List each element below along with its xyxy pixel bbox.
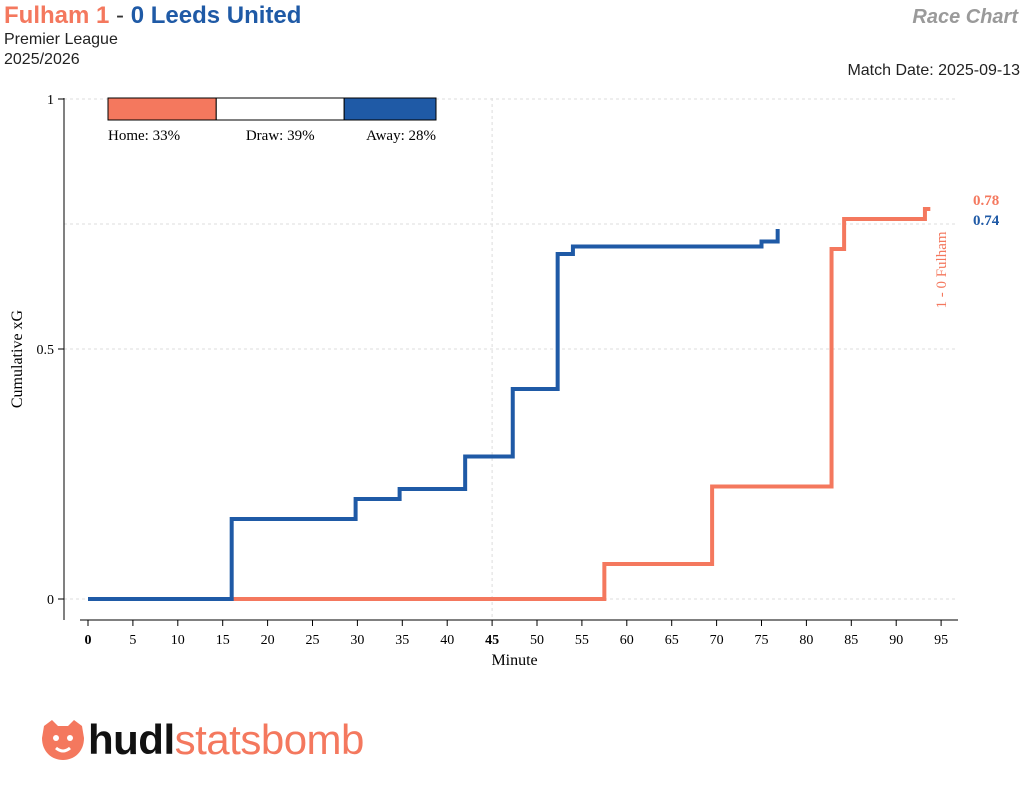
x-tick-label: 35 xyxy=(395,633,409,648)
y-tick-label: 1 xyxy=(47,93,54,108)
series-line-home xyxy=(88,207,931,601)
away-score: 0 xyxy=(130,2,145,29)
y-tick-label: 0.5 xyxy=(37,343,55,358)
series-line-away xyxy=(88,229,780,601)
season-label: 2025/2026 xyxy=(4,51,80,68)
hudl-statsbomb-logo: hudlstatsbomb xyxy=(38,712,364,768)
x-tick-label: 95 xyxy=(934,633,948,648)
x-tick-label: 50 xyxy=(530,633,544,648)
away-probability-segment xyxy=(343,97,437,121)
series-layer xyxy=(88,207,931,601)
x-tick-label: 10 xyxy=(171,633,185,648)
score-separator: - xyxy=(116,2,125,29)
draw-probability-label: Draw: 39% xyxy=(246,128,315,144)
x-tick-label: 30 xyxy=(350,633,364,648)
home-probability-label: Home: 33% xyxy=(108,128,180,144)
away-team-name: Leeds United xyxy=(150,2,302,29)
race-chart: 0 0.5 1 Cumulative xG 0 5 10 15 20 25 30 35 40 45 50 55… xyxy=(9,93,1000,669)
label-layer: 0.78 0.74 1 - 0 Fulham xyxy=(934,193,1000,309)
match-title: Fulham 1 - 0 Leeds United xyxy=(4,2,301,30)
match-date: Match Date: 2025-09-13 xyxy=(847,62,1020,79)
grid-layer xyxy=(64,98,958,620)
x-tick-label: 25 xyxy=(306,633,320,648)
x-tick-label: 60 xyxy=(620,633,634,648)
end-value-label-home: 0.78 xyxy=(973,193,999,209)
x-tick-label: 45 xyxy=(485,633,499,648)
x-tick-label: 5 xyxy=(129,633,136,648)
away-probability-label: Away: 28% xyxy=(366,128,436,144)
x-tick-label: 15 xyxy=(216,633,230,648)
probability-bar: Home: 33% Draw: 39% Away: 28% xyxy=(107,97,437,144)
away-team-score: 0 Leeds United xyxy=(131,2,302,29)
axes-layer: 0 0.5 1 Cumulative xG 0 5 10 15 20 25 30 35 40 45 50 55… xyxy=(9,93,958,669)
end-value-label-away: 0.74 xyxy=(973,213,1000,229)
x-tick-label: 40 xyxy=(440,633,454,648)
x-tick-label: 70 xyxy=(710,633,724,648)
home-team-score: Fulham 1 xyxy=(4,2,109,29)
competition-name: Premier League xyxy=(4,31,118,48)
x-tick-label: 90 xyxy=(889,633,903,648)
x-tick-label: 0 xyxy=(85,633,92,648)
logo-wordmark: hudlstatsbomb xyxy=(88,712,364,768)
match-header: Fulham 1 - 0 Leeds United Premier League… xyxy=(4,2,301,70)
logo-brand-dark: hudl xyxy=(88,716,175,763)
x-tick-label: 65 xyxy=(665,633,679,648)
home-score: 1 xyxy=(96,2,110,29)
chart-type-label: Race Chart xyxy=(912,6,1018,28)
home-probability-segment xyxy=(107,97,217,121)
x-tick-label: 85 xyxy=(844,633,858,648)
y-axis-label: Cumulative xG xyxy=(9,309,26,408)
home-team-name: Fulham xyxy=(4,2,90,29)
draw-probability-segment xyxy=(215,97,345,121)
x-tick-label: 75 xyxy=(755,633,769,648)
x-tick-label: 55 xyxy=(575,633,589,648)
goal-annotation: 1 - 0 Fulham xyxy=(934,231,950,308)
x-tick-label: 80 xyxy=(799,633,813,648)
logo-brand-accent: statsbomb xyxy=(174,716,365,763)
x-axis-label: Minute xyxy=(491,652,537,669)
x-tick-label: 20 xyxy=(261,633,275,648)
y-tick-label: 0 xyxy=(47,593,54,608)
statsbomb-bulldog-icon xyxy=(42,720,84,760)
